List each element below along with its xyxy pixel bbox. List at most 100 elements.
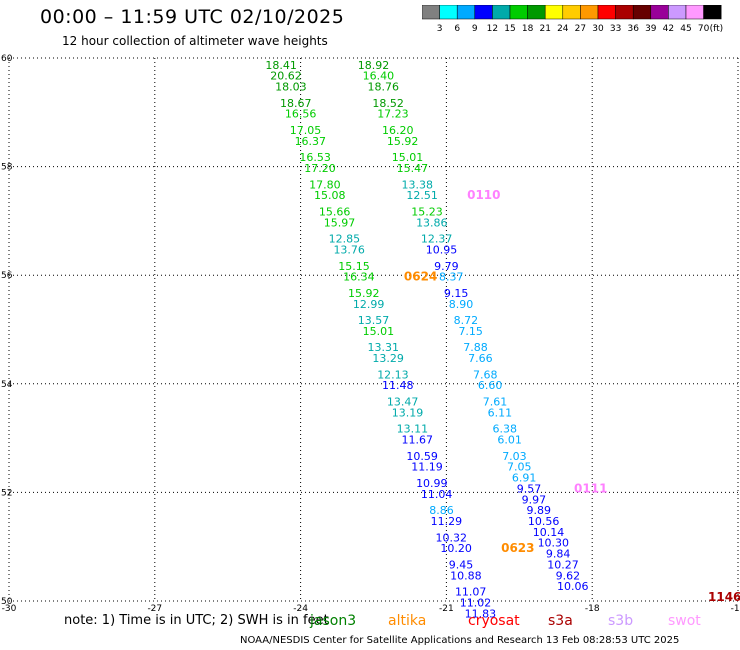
wave-height-value: 6.11: [488, 406, 513, 419]
legend-swatch: [544, 5, 564, 20]
mission-name: jason3: [310, 613, 357, 629]
mission-name: swot: [668, 613, 701, 629]
wave-height-value: 12.13: [377, 368, 409, 381]
legend-label: 30: [592, 24, 604, 34]
legend-swatch: [685, 5, 704, 20]
wave-height-value: 17.05: [290, 124, 322, 137]
wave-height-value: 9.62: [556, 569, 581, 582]
wave-height-value: 7.88: [463, 341, 488, 354]
legend-unit: (ft): [710, 24, 724, 34]
wave-height-value: 18.76: [367, 81, 399, 94]
wave-height-value: 7.15: [458, 325, 483, 338]
legend-label: 12: [487, 24, 498, 34]
y-tick-label: 60: [1, 54, 13, 64]
wave-height-value: 10.56: [528, 515, 560, 528]
x-tick-label: -30: [2, 604, 17, 614]
wave-height-value: 13.29: [372, 352, 404, 365]
wave-height-value: 9.57: [517, 482, 542, 495]
footer-credit: NOAA/NESDIS Center for Satellite Applica…: [240, 635, 680, 646]
wave-height-value: 15.92: [387, 135, 419, 148]
wave-height-value: 8.90: [449, 298, 474, 311]
wave-height-value: 7.68: [473, 368, 498, 381]
legend-label: 15: [504, 24, 515, 34]
y-tick-label: 58: [1, 163, 13, 173]
x-tick-label: -15: [731, 604, 740, 614]
mission-name: cryosat: [468, 613, 520, 629]
wave-height-value: 10.20: [440, 542, 472, 555]
wave-height-value: 16.37: [295, 135, 327, 148]
wave-height-value: 9.79: [434, 260, 459, 273]
wave-height-value: 13.38: [401, 178, 433, 191]
legend-swatch: [597, 5, 616, 20]
mission-name: s3a: [548, 613, 573, 629]
chart-subtitle: 12 hour collection of altimeter wave hei…: [62, 34, 328, 48]
note-text: note: 1) Time is in UTC; 2) SWH is in fe…: [64, 613, 329, 628]
wave-height-value: 15.15: [338, 260, 370, 273]
wave-height-value: 12.51: [406, 189, 438, 202]
track-time-label: 1146: [708, 590, 740, 604]
wave-height-value: 16.53: [299, 151, 331, 164]
wave-height-value: 11.07: [455, 586, 487, 599]
wave-height-value: 9.15: [444, 287, 469, 300]
wave-height-value: 10.99: [416, 477, 448, 490]
track-time-label: 0111: [574, 481, 607, 495]
wave-height-value: 18.03: [275, 81, 307, 94]
wave-height-value: 12.85: [329, 233, 361, 246]
legend-label: 27: [575, 24, 586, 34]
legend-label: 21: [539, 24, 550, 34]
legend-label: 24: [557, 24, 569, 34]
wave-height-value: 7.61: [483, 396, 508, 409]
legend-swatch: [474, 5, 493, 20]
wave-height-value: 13.47: [387, 396, 419, 409]
legend-label: 6: [454, 24, 460, 34]
wave-height-value: 11.29: [431, 515, 463, 528]
y-tick-label: 56: [1, 271, 13, 281]
wave-height-value: 11.48: [382, 379, 414, 392]
legend-swatch: [439, 5, 458, 20]
x-tick-label: -18: [585, 604, 600, 614]
legend-label: 36: [627, 24, 639, 34]
wave-height-value: 13.31: [367, 341, 399, 354]
wave-height-value: 10.06: [557, 580, 589, 593]
wave-height-value: 13.76: [333, 243, 365, 256]
wave-height-value: 6.60: [478, 379, 503, 392]
wave-height-value: 13.19: [392, 406, 424, 419]
legend-swatch: [580, 5, 599, 20]
wave-height-value: 15.47: [397, 162, 429, 175]
wave-height-value: 15.08: [314, 189, 346, 202]
wave-height-value: 10.95: [426, 243, 458, 256]
legend-label: 9: [472, 24, 478, 34]
legend-label: 42: [663, 24, 674, 34]
wave-height-value: 16.56: [285, 108, 317, 121]
y-tick-label: 52: [1, 488, 12, 498]
wave-height-value: 16.40: [363, 70, 395, 83]
wave-height-value: 8.72: [454, 314, 479, 327]
wave-height-value: 10.14: [533, 526, 565, 539]
legend-swatch: [650, 5, 669, 20]
wave-height-value: 13.86: [416, 216, 448, 229]
wave-height-value: 20.62: [270, 70, 302, 83]
legend-label: 18: [522, 24, 534, 34]
legend-label: 70: [698, 24, 710, 34]
wave-height-value: 9.84: [546, 548, 571, 561]
y-tick-label: 50: [1, 597, 13, 607]
color-legend: 3 6 9 12 15 18 21 24 27 30 33 36 39 42 45 70 (ft): [422, 5, 724, 34]
wave-height-value: 10.59: [406, 450, 438, 463]
x-tick-label: -21: [439, 604, 454, 614]
wave-height-value: 12.99: [353, 298, 385, 311]
y-tick-label: 54: [1, 380, 13, 390]
legend-label: 33: [610, 24, 621, 34]
wave-height-value: 6.38: [492, 423, 517, 436]
wave-height-value: 18.92: [358, 59, 390, 72]
wave-height-value: 15.66: [319, 205, 351, 218]
mission-name: s3b: [608, 613, 634, 629]
wave-height-value: 13.57: [358, 314, 390, 327]
legend-swatch: [456, 5, 476, 20]
track-time-label: 0624: [404, 270, 437, 284]
wave-height-value: 18.41: [265, 59, 297, 72]
wave-height-value: 10.88: [450, 569, 482, 582]
legend-swatch: [632, 5, 652, 20]
legend-swatch: [509, 5, 528, 20]
legend-swatch: [492, 5, 511, 20]
